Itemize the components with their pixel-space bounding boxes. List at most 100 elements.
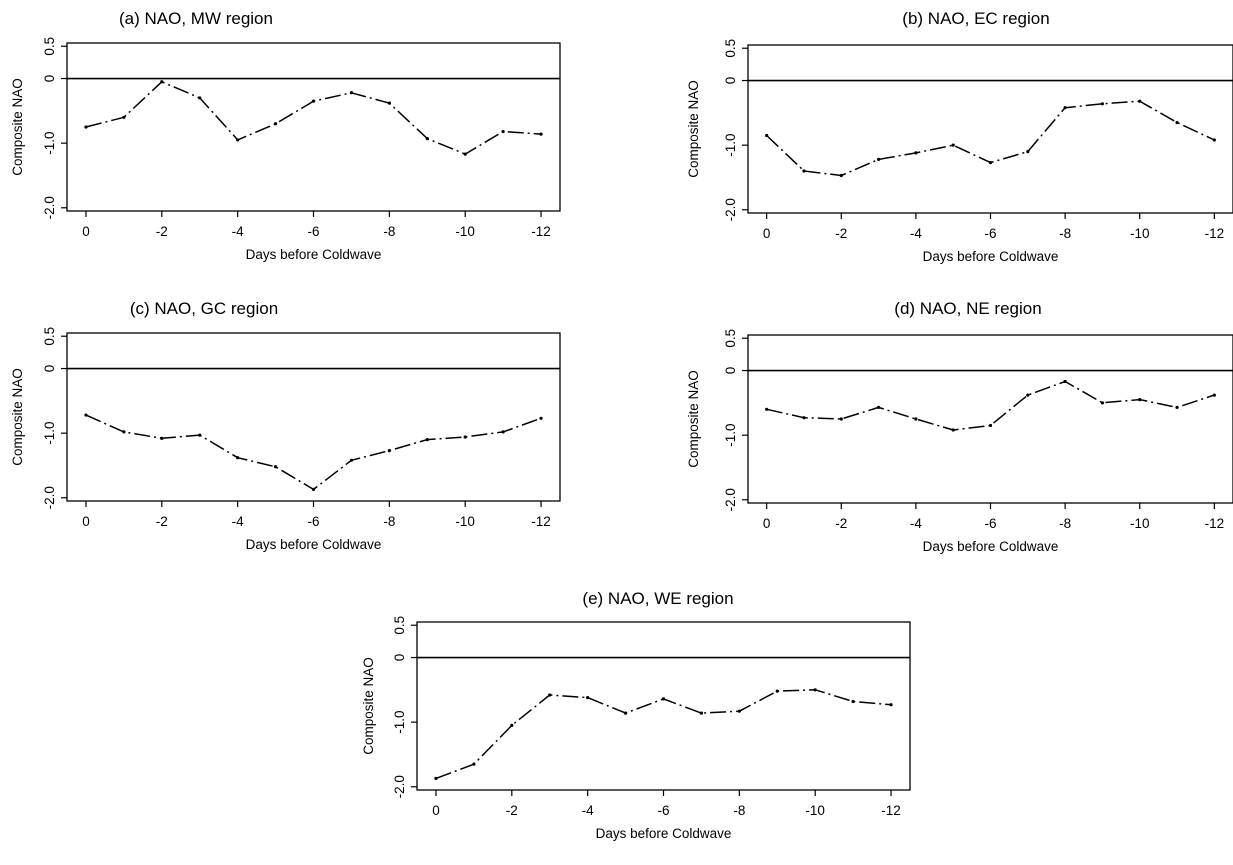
plot-frame-a: [66, 42, 561, 212]
x-tick-label-c: 0: [82, 514, 90, 529]
x-tick-label-a: -6: [307, 224, 319, 239]
data-point-c: [122, 430, 126, 434]
x-tick-label-c: -10: [455, 514, 475, 529]
x-tick-label-d: -6: [984, 516, 996, 531]
data-point-a: [463, 152, 467, 156]
y-tick-label-b: -1.0: [723, 134, 738, 157]
chart-title-d: (d) NAO, NE region: [894, 299, 1041, 318]
data-point-e: [586, 696, 590, 700]
y-tick-label-d: 0.5: [723, 329, 738, 348]
x-tick-label-e: 0: [432, 803, 440, 818]
x-tick-label-d: -8: [1059, 516, 1071, 531]
x-tick-label-a: -4: [232, 224, 244, 239]
y-tick-label-d: -1.0: [723, 424, 738, 447]
x-tick-label-e: -12: [881, 803, 901, 818]
y-tick-label-d: 0: [723, 367, 738, 375]
chart-svg-e: (e) NAO, WE region 0 -2 -4 -6 -8 -10 -12 0.5 0 -1.…: [361, 589, 911, 841]
data-point-b: [988, 161, 993, 165]
chart-panel-c: (c) NAO, GC region 0 -2 -4 -6 -8 -10 -12 0.5 0 -1.…: [0, 290, 600, 580]
x-tick-label-d: -4: [910, 516, 922, 531]
data-point-a: [501, 129, 505, 134]
data-point-b: [802, 169, 806, 173]
y-tick-label-a: -1.0: [42, 132, 57, 155]
data-point-e: [661, 697, 666, 701]
data-point-b: [1212, 138, 1216, 142]
y-tick-label-a: 0.5: [42, 37, 57, 56]
y-axis-label-b: Composite NAO: [686, 80, 701, 178]
data-point-b: [839, 173, 843, 178]
data-point-b: [1100, 102, 1105, 106]
x-tick-label-e: -6: [657, 803, 669, 818]
data-point-b: [765, 133, 769, 138]
data-point-d: [1175, 405, 1179, 409]
data-point-c: [425, 438, 429, 442]
y-tick-label-b: 0: [723, 77, 738, 85]
y-axis-label-e: Composite NAO: [361, 657, 376, 755]
data-point-a: [539, 132, 543, 136]
data-point-d: [914, 417, 918, 421]
x-tick-label-c: -4: [232, 514, 244, 529]
data-point-e: [434, 776, 438, 780]
data-point-c: [84, 413, 88, 417]
data-point-e: [623, 711, 628, 715]
x-tick-label-c: -12: [531, 514, 551, 529]
data-point-d: [839, 417, 843, 421]
data-point-c: [539, 416, 543, 420]
data-point-d: [1026, 393, 1030, 397]
x-tick-label-c: -6: [307, 514, 319, 529]
x-axis-label-c: Days before Coldwave: [246, 537, 382, 552]
data-point-b: [1138, 99, 1142, 103]
data-point-c: [198, 433, 202, 437]
data-point-b: [951, 143, 955, 147]
data-point-e: [851, 699, 855, 704]
data-point-d: [1100, 401, 1105, 405]
data-point-e: [775, 689, 779, 693]
chart-panel-e: (e) NAO, WE region 0 -2 -4 -6 -8 -10 -12 0.5 0 -1.…: [353, 580, 933, 865]
data-point-a: [160, 80, 164, 84]
data-point-b: [876, 157, 881, 161]
chart-panel-b: (b) NAO, EC region 0 -2 -4 -6 -8 -10 -12 0.5 0 -1.…: [676, 0, 1233, 290]
data-point-a: [387, 101, 391, 105]
data-point-a: [425, 137, 429, 141]
chart-title-c: (c) NAO, GC region: [130, 299, 278, 318]
y-tick-label-e: -2.0: [392, 775, 407, 798]
chart-title-e: (e) NAO, WE region: [582, 589, 733, 608]
data-point-c: [273, 465, 278, 469]
series-line-c: [85, 414, 542, 491]
x-tick-label-b: -10: [1130, 226, 1150, 241]
data-point-a: [349, 91, 354, 95]
y-axis-label-a: Composite NAO: [10, 78, 25, 176]
data-point-d: [876, 405, 881, 409]
series-line-a: [85, 81, 542, 155]
x-tick-label-b: -6: [984, 226, 996, 241]
data-point-c: [236, 456, 240, 460]
x-tick-label-d: 0: [763, 516, 771, 531]
data-point-e: [737, 709, 741, 713]
y-axis-label-c: Composite NAO: [10, 368, 25, 466]
data-point-c: [160, 436, 164, 440]
x-axis-label-b: Days before Coldwave: [923, 249, 1059, 264]
x-tick-label-b: -12: [1205, 226, 1225, 241]
x-tick-label-a: -2: [156, 224, 168, 239]
chart-svg-c: (c) NAO, GC region 0 -2 -4 -6 -8 -10 -12 0.5 0 -1.…: [10, 299, 561, 552]
x-tick-label-a: 0: [82, 224, 90, 239]
series-line-e: [435, 689, 892, 780]
data-point-a: [198, 96, 202, 100]
data-point-d: [1063, 379, 1067, 384]
x-axis-label-a: Days before Coldwave: [246, 247, 382, 262]
x-tick-label-a: -12: [531, 224, 551, 239]
x-tick-label-d: -2: [835, 516, 847, 531]
x-tick-label-c: -8: [383, 514, 395, 529]
y-tick-label-e: 0.5: [392, 616, 407, 635]
plot-frame-e: [416, 621, 911, 791]
x-axis-label-d: Days before Coldwave: [923, 539, 1059, 554]
data-point-a: [273, 122, 278, 126]
data-point-e: [889, 703, 893, 707]
data-point-c: [349, 458, 354, 462]
y-tick-label-a: -2.0: [42, 196, 57, 219]
x-tick-label-a: -10: [455, 224, 475, 239]
series-line-d: [766, 380, 1215, 431]
data-point-a: [236, 138, 240, 142]
data-point-d: [1212, 393, 1216, 397]
data-point-b: [1175, 120, 1179, 125]
